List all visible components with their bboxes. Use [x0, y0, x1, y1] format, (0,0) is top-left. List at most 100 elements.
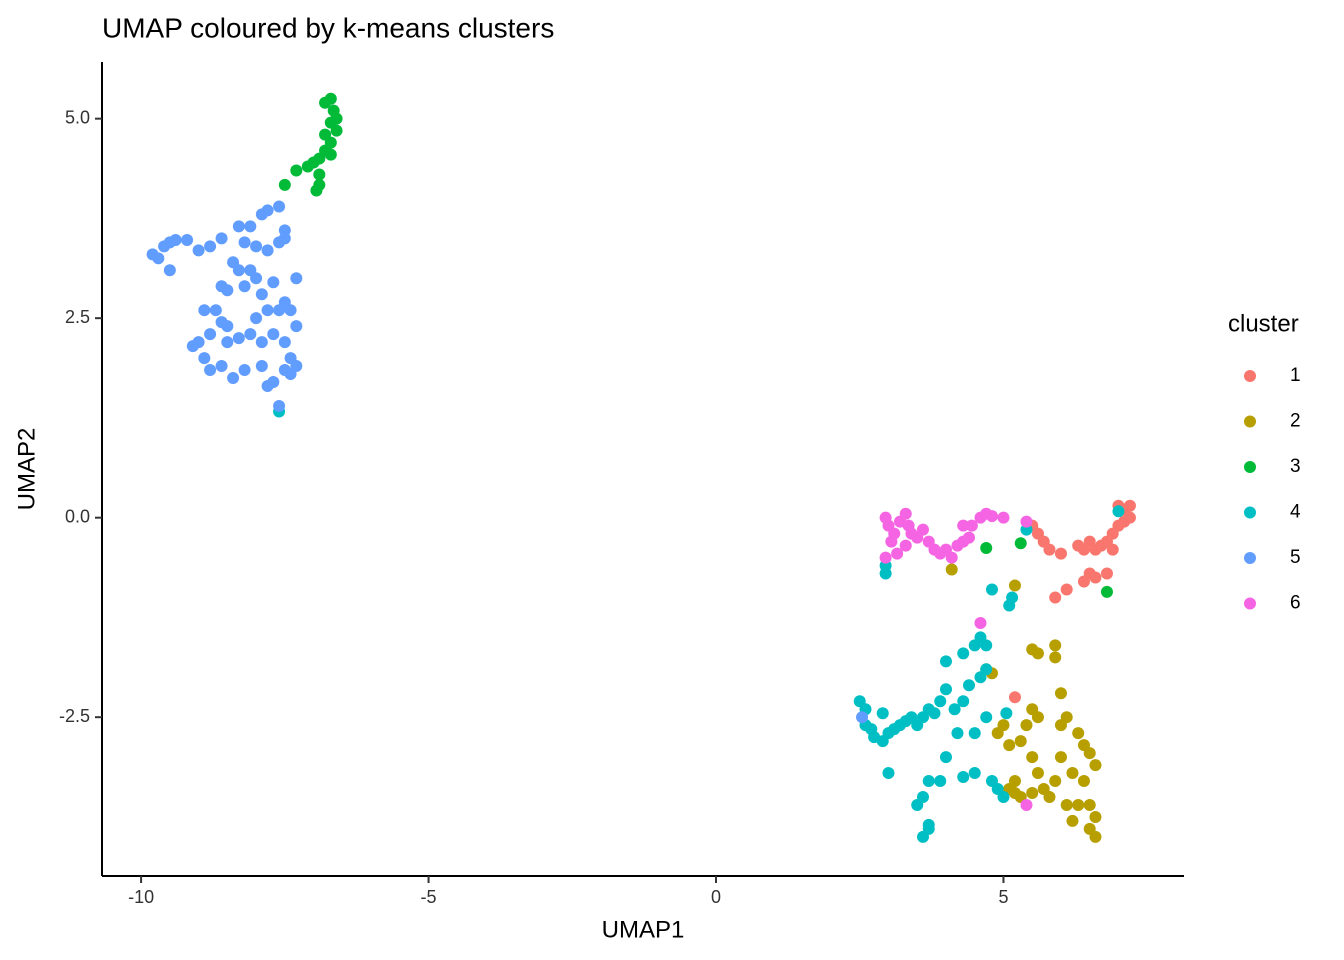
point — [255, 360, 268, 373]
point — [290, 320, 303, 333]
point — [1049, 591, 1062, 604]
point — [922, 818, 935, 831]
point — [273, 236, 286, 249]
point — [1083, 798, 1096, 811]
point — [879, 567, 892, 580]
point — [1060, 798, 1073, 811]
point — [209, 304, 222, 317]
point — [267, 276, 280, 289]
point — [957, 695, 970, 708]
point — [1100, 585, 1113, 598]
point — [250, 312, 263, 325]
x-tick-label: -5 — [421, 887, 437, 907]
point — [939, 751, 952, 764]
point — [968, 767, 981, 780]
legend-marker — [1244, 370, 1256, 382]
point — [1043, 790, 1056, 803]
point — [1054, 547, 1067, 560]
point — [939, 683, 952, 696]
point — [310, 184, 323, 197]
point — [204, 328, 217, 341]
point — [221, 336, 234, 349]
y-axis-title: UMAP2 — [13, 428, 40, 511]
point — [1000, 707, 1013, 720]
point — [1049, 651, 1062, 664]
point — [1049, 775, 1062, 788]
point — [273, 200, 286, 213]
point — [1083, 747, 1096, 760]
point — [1003, 739, 1016, 752]
point — [1054, 751, 1067, 764]
point — [957, 519, 970, 532]
x-tick-label: 0 — [711, 887, 721, 907]
point — [1008, 691, 1021, 704]
point — [278, 178, 291, 191]
x-axis-title: UMAP1 — [602, 916, 685, 943]
point — [169, 233, 182, 246]
point — [945, 551, 958, 564]
point — [290, 272, 303, 285]
point — [1072, 798, 1085, 811]
point — [1100, 567, 1113, 580]
point — [215, 360, 228, 373]
point — [261, 204, 274, 217]
point — [1026, 751, 1039, 764]
point — [330, 124, 343, 137]
point — [856, 711, 869, 724]
point — [1077, 575, 1090, 588]
legend-label: 5 — [1290, 547, 1301, 568]
point — [1020, 719, 1033, 732]
point — [1060, 583, 1073, 596]
legend-marker — [1244, 506, 1256, 519]
y-tick-label: -2.5 — [59, 706, 90, 726]
point — [1031, 711, 1044, 724]
point — [962, 531, 975, 544]
point — [250, 240, 263, 253]
point — [991, 727, 1004, 740]
point — [238, 236, 251, 249]
point — [980, 542, 993, 555]
point — [985, 583, 998, 596]
point — [1003, 599, 1016, 612]
legend-label: 3 — [1290, 456, 1301, 477]
point — [1072, 727, 1085, 740]
point — [1066, 767, 1079, 780]
point — [232, 332, 245, 345]
point — [1089, 571, 1102, 584]
point — [916, 830, 929, 843]
point — [244, 328, 257, 341]
point — [284, 368, 297, 381]
point — [980, 639, 993, 652]
point — [238, 280, 251, 293]
legend-label: 2 — [1290, 411, 1301, 432]
point — [1077, 775, 1090, 788]
legend-marker — [1244, 597, 1256, 610]
point — [899, 539, 912, 552]
point — [261, 380, 274, 393]
point — [290, 164, 303, 177]
point — [186, 340, 199, 353]
point — [1066, 814, 1079, 827]
y-tick-label: 0.0 — [65, 506, 90, 526]
point — [974, 617, 987, 630]
point — [980, 711, 993, 724]
point — [1060, 711, 1073, 724]
point — [215, 280, 228, 293]
point — [948, 703, 961, 716]
point — [261, 304, 274, 317]
point — [985, 510, 998, 523]
legend-marker — [1244, 552, 1256, 564]
point — [192, 244, 205, 257]
point — [1089, 830, 1102, 843]
point — [215, 316, 228, 329]
point — [238, 364, 251, 377]
point — [911, 798, 924, 811]
point — [163, 264, 176, 277]
point — [204, 240, 217, 253]
point — [1089, 759, 1102, 772]
point — [278, 336, 291, 349]
point — [957, 771, 970, 784]
point — [267, 328, 280, 341]
legend-title: cluster — [1228, 310, 1299, 337]
